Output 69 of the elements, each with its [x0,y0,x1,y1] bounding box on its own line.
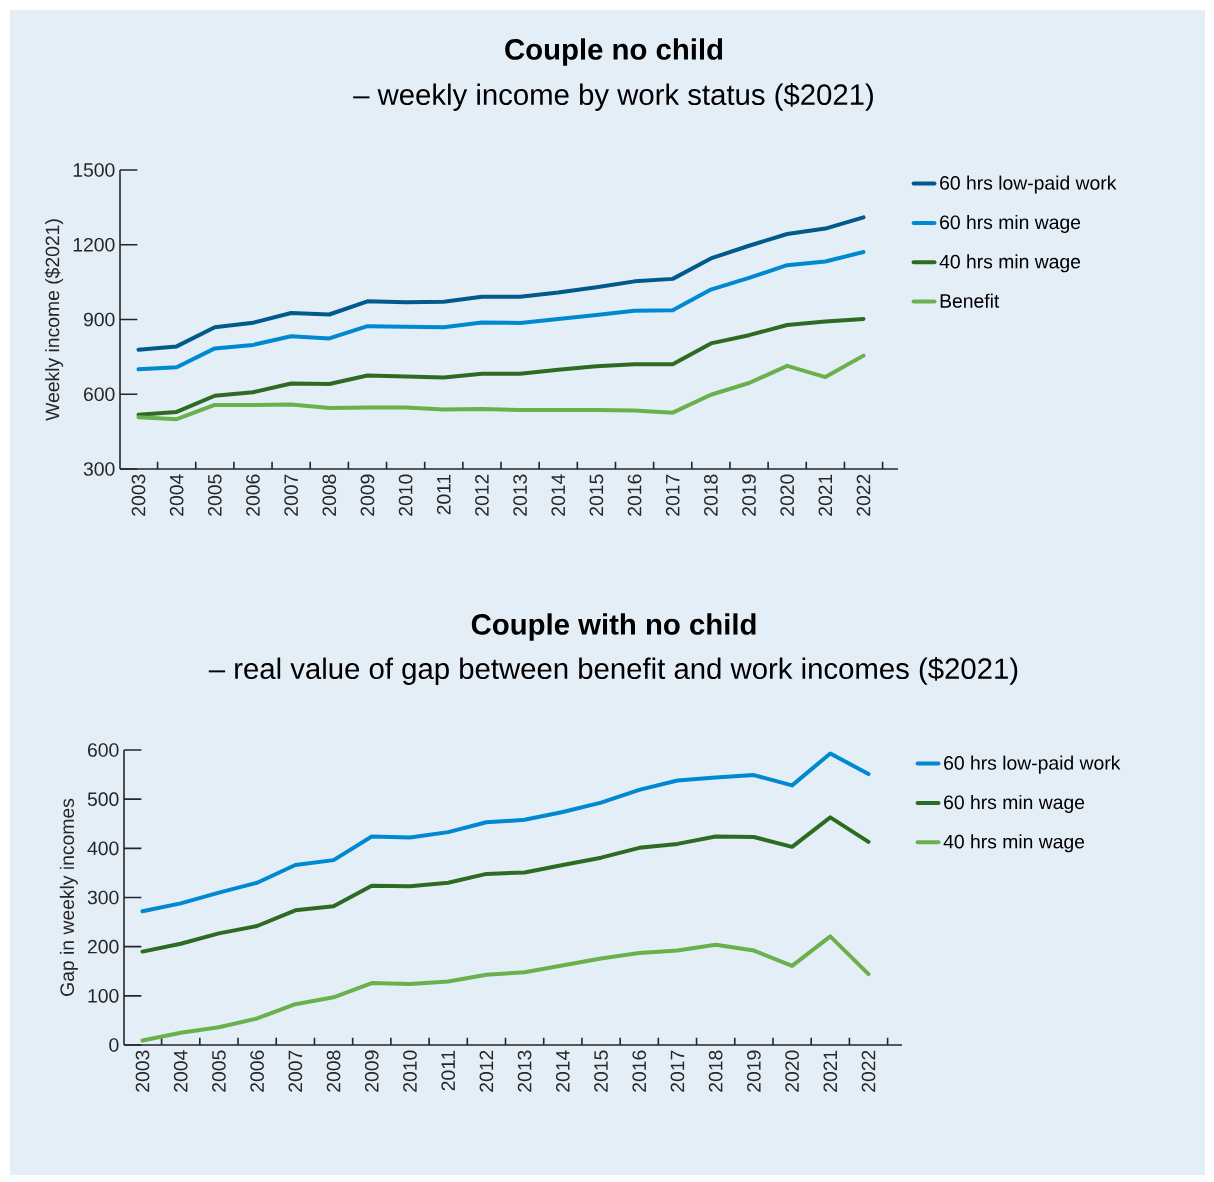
legend-label: 60 hrs min wage [944,794,1085,813]
x-tick-label: 2011 [436,474,451,515]
x-tick-label: 2004 [169,474,184,516]
x-tick-label: 2013 [517,1050,532,1092]
x-tick-label: 2016 [632,1050,647,1092]
y-tick-label: 200 [88,939,119,954]
y-tick-label: 500 [87,792,119,807]
x-tick-label: 2009 [360,474,375,516]
chart-subtitle: – real value of gap between benefit and work incomes ($2021) [208,657,1018,685]
x-tick-label: 2013 [513,474,527,516]
x-tick-label: 2005 [207,474,222,516]
x-tick-label: 2020 [785,1050,799,1092]
legend-label: 60 hrs low-paid work [940,175,1117,194]
y-axis-title: Gap in weekly incomes [59,798,78,996]
y-tick-label: 900 [83,312,115,327]
x-tick-label: 2015 [589,474,604,516]
y-tick-label: 600 [84,387,115,402]
x-tick-label: 2012 [475,474,489,516]
legend-label: 40 hrs min wage [943,834,1085,853]
x-tick-label: 2018 [704,474,718,516]
x-tick-label: 2019 [747,1050,761,1092]
line-series [140,815,871,954]
x-tick-label: 2014 [555,1050,570,1092]
x-tick-label: 2022 [861,1050,876,1092]
x-tick-label: 2019 [742,474,756,516]
x-tick-label: 2008 [326,1050,341,1092]
x-tick-label: 2009 [364,1050,379,1092]
chart-subtitle: – weekly income by work status ($2021) [353,83,873,111]
x-tick-label: 2006 [246,474,260,516]
y-tick-label: 300 [83,462,115,476]
x-tick-label: 2008 [322,474,337,516]
x-tick-label: 2018 [708,1050,723,1092]
x-tick-label: 2004 [173,1050,188,1092]
y-tick-label: 300 [87,890,119,905]
x-tick-label: 2015 [594,1050,608,1092]
y-axis-title: Weekly income ($2021) [44,219,64,421]
x-tick-label: 2005 [212,1050,226,1092]
y-tick-label: 600 [88,743,119,757]
x-tick-label: 2003 [135,1050,150,1092]
x-tick-label: 2003 [131,474,146,516]
y-tick-label: 400 [87,841,119,856]
y-tick-label: 0 [109,1038,119,1052]
chart-title: Couple no child [505,38,723,66]
chart-title: Couple with no child [471,613,756,641]
legend-label: 60 hrs low-paid work [944,755,1121,774]
x-tick-label: 2022 [856,474,871,516]
x-tick-label: 2021 [823,1050,838,1092]
x-tick-label: 2010 [398,474,413,516]
x-tick-label: 2021 [818,474,833,516]
x-tick-label: 2010 [403,1050,417,1092]
y-tick-label: 1500 [73,163,115,177]
x-tick-label: 2007 [284,474,298,516]
line-series [136,215,866,352]
x-tick-label: 2012 [479,1050,494,1092]
legend-label: Benefit [940,293,1000,308]
x-tick-label: 2016 [627,474,642,516]
x-tick-label: 2006 [250,1050,264,1092]
line-series [140,751,871,914]
line-series [136,316,866,417]
y-tick-label: 1200 [73,237,115,252]
x-tick-label: 2011 [441,1050,456,1091]
x-tick-label: 2014 [551,474,566,516]
y-tick-label: 100 [88,988,119,1003]
x-tick-label: 2020 [780,474,795,516]
x-tick-label: 2017 [670,1050,685,1092]
x-tick-label: 2017 [665,474,680,516]
legend-label: 60 hrs min wage [940,214,1081,233]
x-tick-label: 2007 [288,1050,303,1092]
legend-label: 40 hrs min wage [939,254,1081,273]
